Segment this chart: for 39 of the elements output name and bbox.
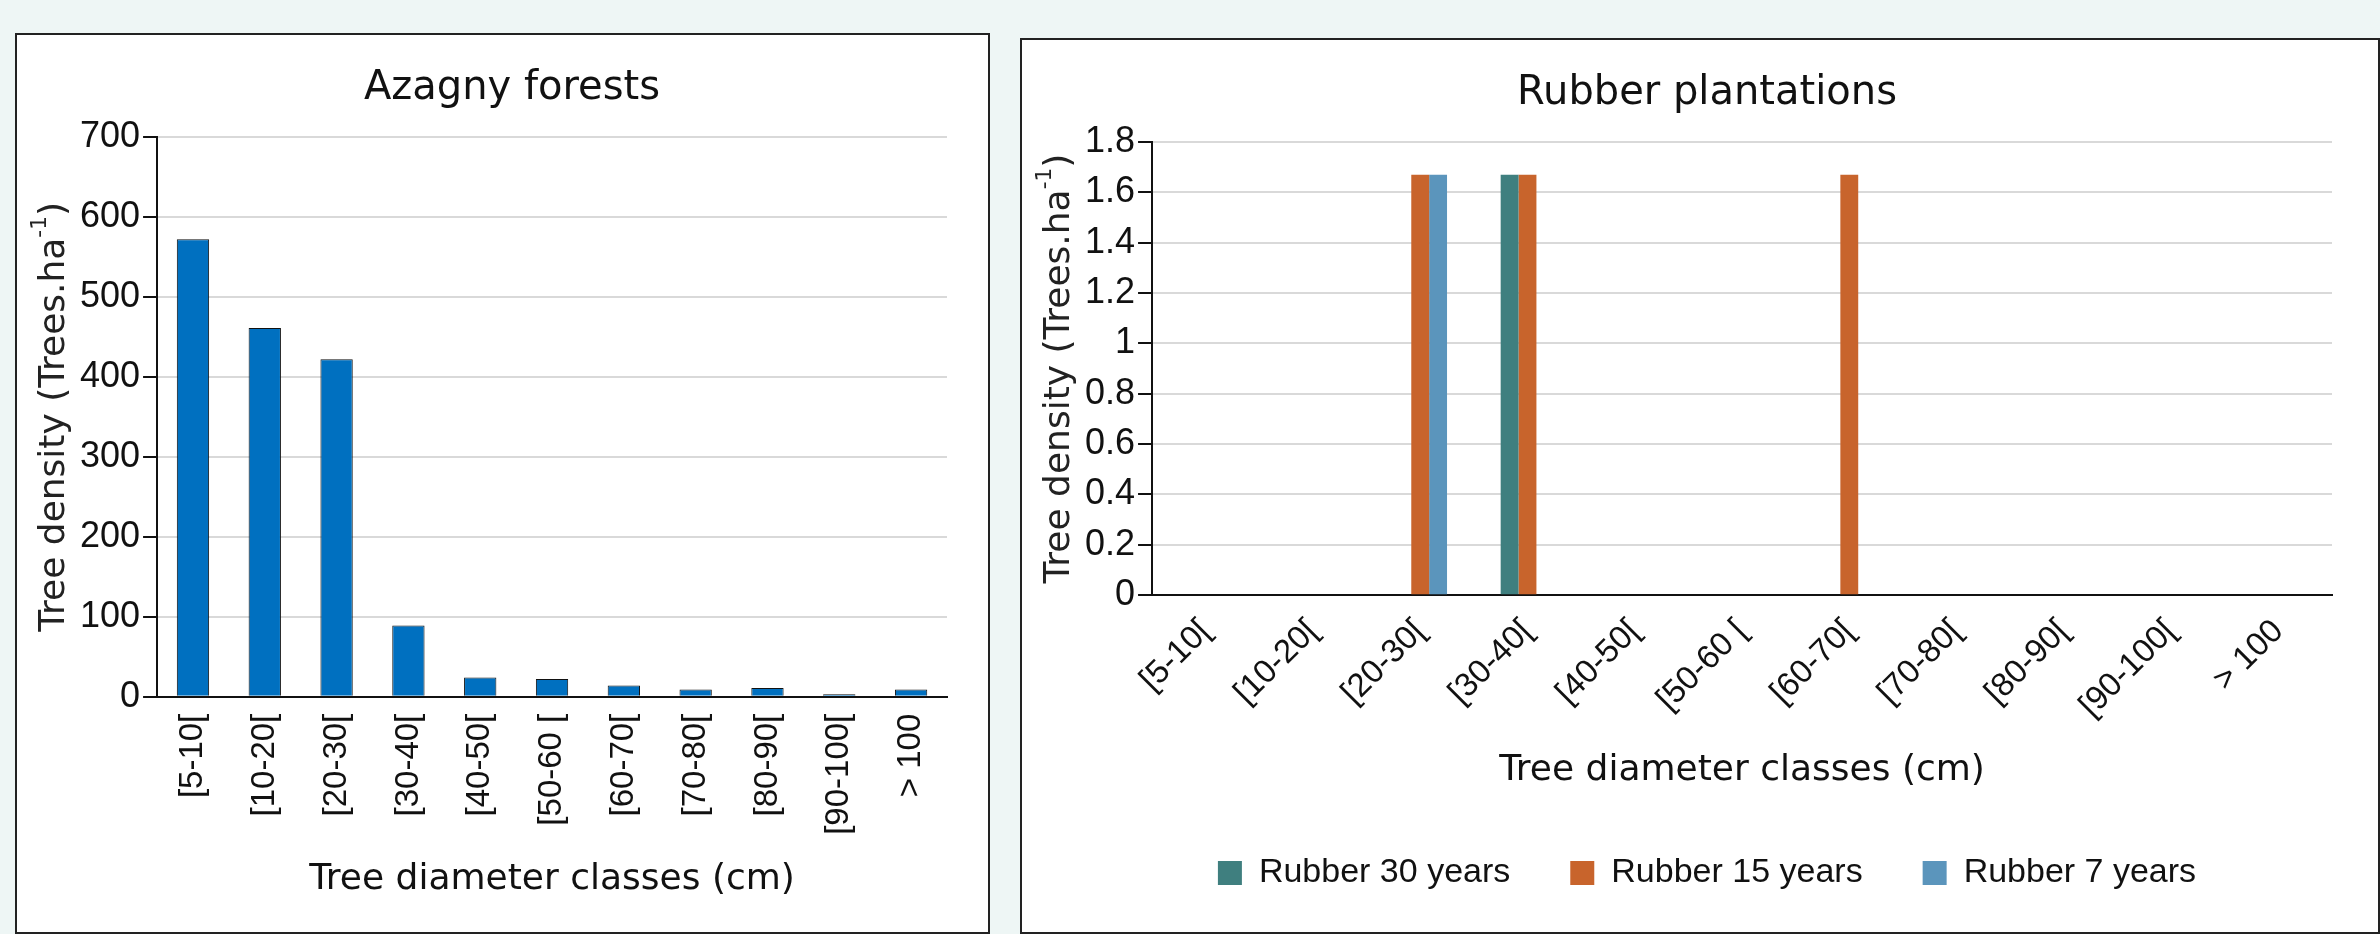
x-tick-label: [5-10[ bbox=[172, 713, 210, 799]
y-tick-label: 200 bbox=[79, 513, 141, 555]
y-axis-title: Tree density (Trees.ha-1) bbox=[26, 202, 73, 633]
x-tick-label: [70-80[ bbox=[674, 713, 712, 817]
y-tick-label: 0.8 bbox=[1085, 370, 1136, 412]
chart-title: Rubber plantations bbox=[1517, 67, 1897, 114]
y-tick-label: 0.6 bbox=[1085, 421, 1136, 463]
y-tick-label: 100 bbox=[79, 593, 141, 635]
y-tick-label: 700 bbox=[79, 113, 141, 155]
x-tick-label: [40-50[ bbox=[459, 713, 497, 817]
x-tick-label: > 100 bbox=[890, 713, 928, 798]
y-tick-label: 1.4 bbox=[1085, 219, 1136, 261]
y-tick-label: 400 bbox=[79, 353, 141, 395]
x-tick-label: [30-40[ bbox=[387, 713, 425, 817]
y-tick-label: 500 bbox=[79, 273, 141, 315]
legend-label: Rubber 15 years bbox=[1611, 851, 1863, 890]
y-tick-label: 1 bbox=[1115, 320, 1136, 362]
chart-title: Azagny forests bbox=[363, 62, 661, 109]
y-tick-label: 1.8 bbox=[1085, 118, 1136, 160]
x-tick-label: [20-30[ bbox=[315, 713, 353, 817]
y-tick-label: 0.2 bbox=[1085, 521, 1136, 563]
x-tick-label: [80-90[ bbox=[746, 713, 784, 817]
y-axis-title: Tree density (Trees.ha-1) bbox=[1031, 153, 1078, 585]
legend-label: Rubber 30 years bbox=[1258, 851, 1511, 890]
x-tick-label: [60-70[ bbox=[602, 713, 640, 817]
x-tick-label: [50-60 [ bbox=[531, 713, 569, 826]
legend-label: Rubber 7 years bbox=[1963, 851, 2197, 890]
y-tick-label: 1.2 bbox=[1085, 269, 1136, 311]
x-tick-label: [90-100[ bbox=[818, 713, 856, 835]
x-tick-label: > 100 bbox=[2204, 611, 2290, 697]
y-tick-label: 600 bbox=[79, 193, 141, 235]
y-tick-label: 0 bbox=[120, 673, 141, 715]
y-tick-label: 1.6 bbox=[1085, 169, 1136, 211]
y-tick-label: 300 bbox=[79, 433, 141, 475]
x-axis-title: Tree diameter classes (cm) bbox=[308, 855, 795, 897]
y-tick-label: 0 bbox=[1115, 572, 1136, 614]
y-tick-label: 0.4 bbox=[1085, 471, 1136, 513]
x-tick-label: [10-20[ bbox=[243, 713, 281, 817]
x-axis-title: Tree diameter classes (cm) bbox=[1498, 746, 1985, 788]
